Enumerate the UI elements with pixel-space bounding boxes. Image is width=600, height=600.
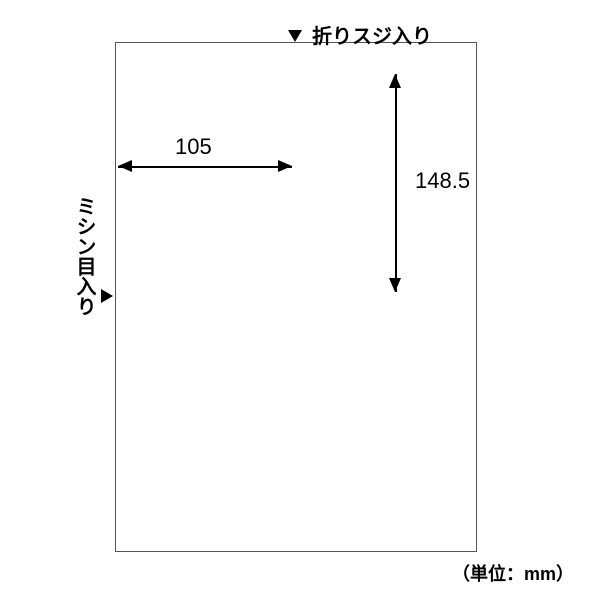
dim-width-arrow-left-icon (118, 160, 132, 172)
perforation-label: ミシン目入り (70, 196, 99, 316)
dim-height-value: 148.5 (415, 168, 470, 194)
dim-width-line (118, 166, 292, 168)
dim-width-value: 105 (175, 134, 212, 160)
fold-marker-icon (288, 30, 302, 42)
diagram-stage: 折りスジ入り ミシン目入り 105 148.5 （単位：mm） (0, 0, 600, 600)
paper-sheet (115, 42, 477, 552)
fold-label: 折りスジ入り (312, 20, 432, 49)
unit-note: （単位：mm） (452, 560, 574, 586)
perforation-marker-icon (101, 289, 113, 303)
dim-height-arrow-up-icon (389, 74, 401, 88)
dim-height-arrow-down-icon (389, 278, 401, 292)
dim-height-line (395, 74, 397, 292)
dim-width-arrow-right-icon (278, 160, 292, 172)
